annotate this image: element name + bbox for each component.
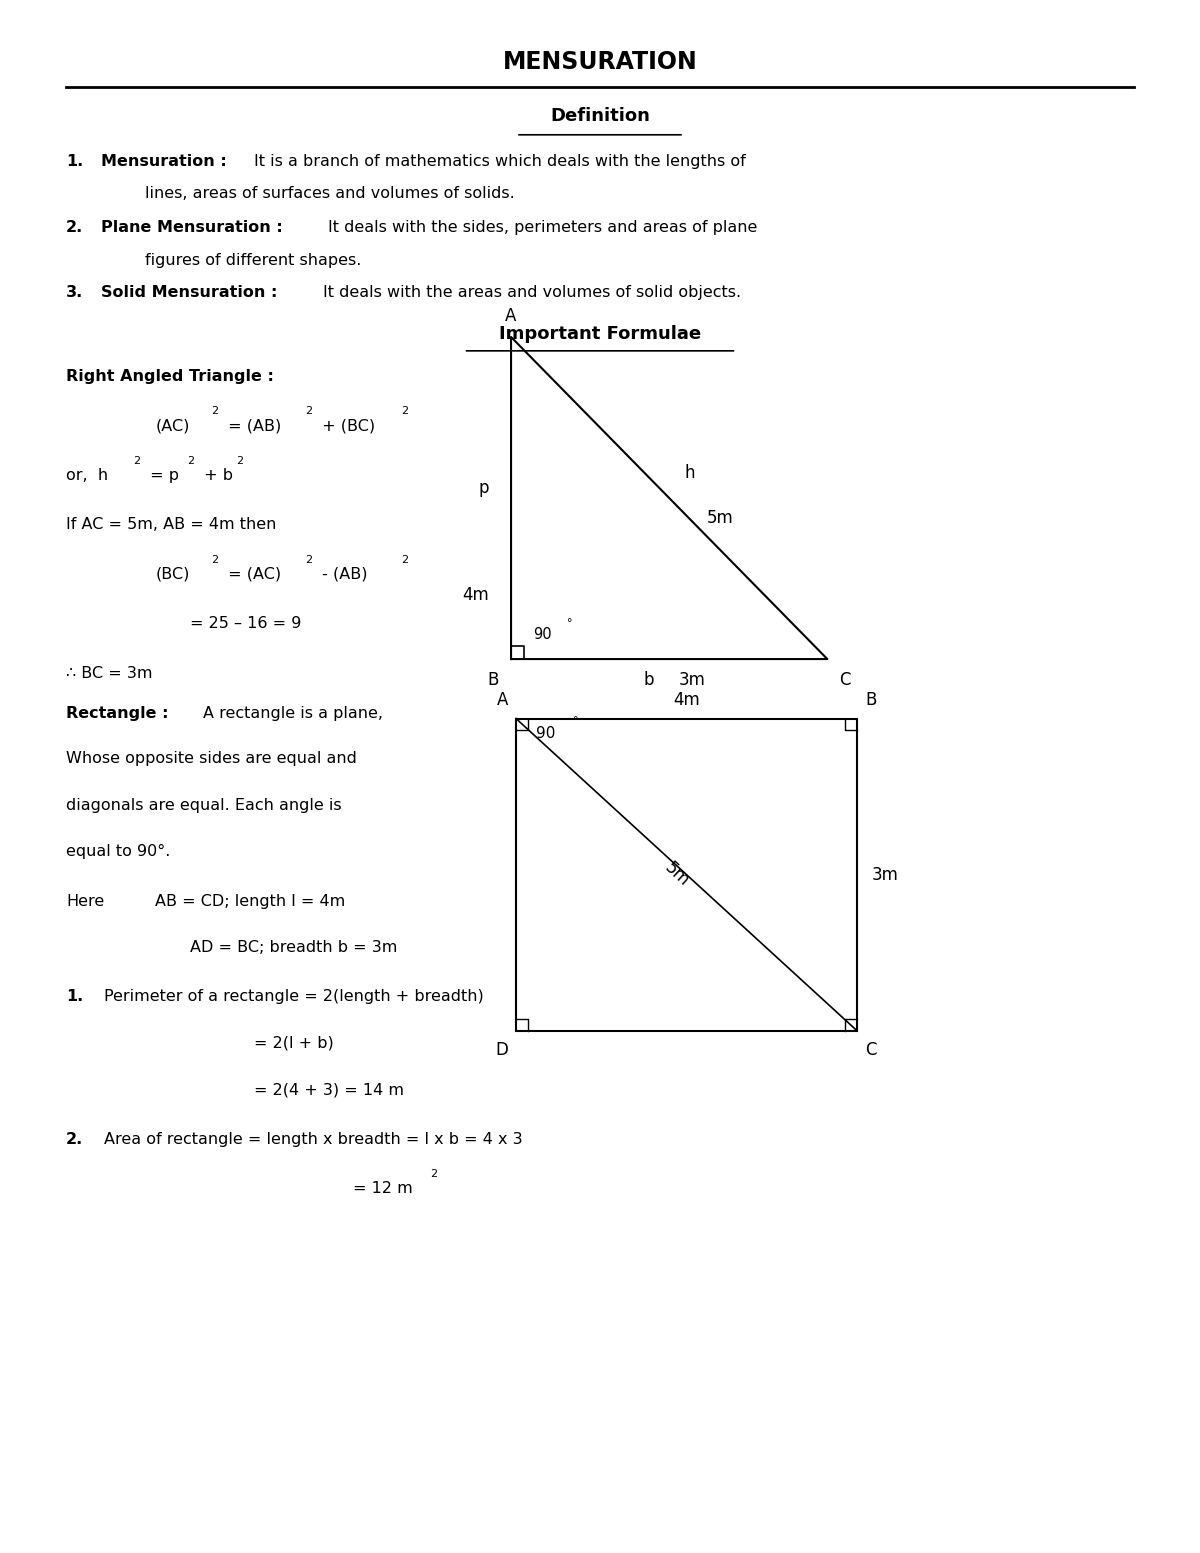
Text: B: B [488,671,499,690]
Text: p: p [479,480,490,497]
Text: 2: 2 [236,457,244,466]
Text: A rectangle is a plane,: A rectangle is a plane, [203,705,383,721]
Text: It is a branch of mathematics which deals with the lengths of: It is a branch of mathematics which deal… [254,154,746,169]
Text: 2: 2 [401,554,408,565]
Text: AB = CD; length l = 4m: AB = CD; length l = 4m [155,895,346,909]
Text: = 2(l + b): = 2(l + b) [254,1036,334,1051]
Text: + b: + b [199,467,233,483]
Text: Perimeter of a rectangle = 2(length + breadth): Perimeter of a rectangle = 2(length + br… [104,989,484,1005]
Text: 2: 2 [430,1169,437,1179]
Text: lines, areas of surfaces and volumes of solids.: lines, areas of surfaces and volumes of … [145,186,515,202]
Text: C: C [865,1041,876,1059]
Text: 3.: 3. [66,286,84,300]
Text: °: ° [568,618,572,629]
Text: 3m: 3m [872,865,899,884]
Text: = p: = p [145,467,179,483]
Text: Important Formulae: Important Formulae [499,325,701,343]
Text: Mensuration :: Mensuration : [101,154,227,169]
Text: ∴ BC = 3m: ∴ BC = 3m [66,666,152,682]
Text: It deals with the areas and volumes of solid objects.: It deals with the areas and volumes of s… [323,286,742,300]
Text: °: ° [574,716,578,727]
Text: Right Angled Triangle :: Right Angled Triangle : [66,368,274,384]
Text: Here: Here [66,895,104,909]
Text: C: C [839,671,851,690]
Text: Whose opposite sides are equal and: Whose opposite sides are equal and [66,752,358,766]
Text: 2.: 2. [66,221,84,235]
Text: A: A [505,307,517,325]
Text: Plane Mensuration :: Plane Mensuration : [101,221,282,235]
Text: + (BC): + (BC) [317,418,376,433]
Text: AD = BC; breadth b = 3m: AD = BC; breadth b = 3m [190,940,397,955]
Text: = 12 m: = 12 m [353,1182,413,1196]
Text: Rectangle :: Rectangle : [66,705,169,721]
Text: MENSURATION: MENSURATION [503,50,697,73]
Text: h: h [684,464,695,483]
Text: 90: 90 [535,727,556,741]
Text: 5m: 5m [661,859,692,890]
Text: 2: 2 [211,407,218,416]
Text: 2: 2 [133,457,140,466]
Text: = (AC): = (AC) [223,567,282,582]
Text: diagonals are equal. Each angle is: diagonals are equal. Each angle is [66,798,342,812]
Text: figures of different shapes.: figures of different shapes. [145,253,361,267]
Text: (BC): (BC) [155,567,190,582]
Text: = (AB): = (AB) [223,418,282,433]
Text: or,  h: or, h [66,467,108,483]
Text: 1.: 1. [66,154,84,169]
Text: A: A [497,691,508,708]
Text: = 2(4 + 3) = 14 m: = 2(4 + 3) = 14 m [254,1082,404,1098]
Text: 5m: 5m [707,509,733,526]
Text: 2: 2 [401,407,408,416]
Text: D: D [496,1041,508,1059]
Text: It deals with the sides, perimeters and areas of plane: It deals with the sides, perimeters and … [328,221,757,235]
Text: 4m: 4m [673,691,700,708]
Text: 3m: 3m [679,671,706,690]
Text: 90: 90 [533,627,552,643]
Text: B: B [865,691,876,708]
Text: 2: 2 [306,407,312,416]
Text: If AC = 5m, AB = 4m then: If AC = 5m, AB = 4m then [66,517,277,533]
Text: Solid Mensuration :: Solid Mensuration : [101,286,277,300]
Text: 2: 2 [306,554,312,565]
Text: 4m: 4m [462,585,490,604]
Bar [516,719,857,1031]
Text: 2: 2 [187,457,194,466]
Text: equal to 90°.: equal to 90°. [66,845,170,859]
Text: Definition: Definition [550,107,650,126]
Text: 2: 2 [211,554,218,565]
Text: 1.: 1. [66,989,84,1005]
Text: = 25 – 16 = 9: = 25 – 16 = 9 [190,617,301,632]
Text: (AC): (AC) [155,418,190,433]
Text: Area of rectangle = length x breadth = l x b = 4 x 3: Area of rectangle = length x breadth = l… [104,1132,522,1146]
Text: b: b [644,671,654,690]
Text: - (AB): - (AB) [317,567,368,582]
Text: 2.: 2. [66,1132,84,1146]
